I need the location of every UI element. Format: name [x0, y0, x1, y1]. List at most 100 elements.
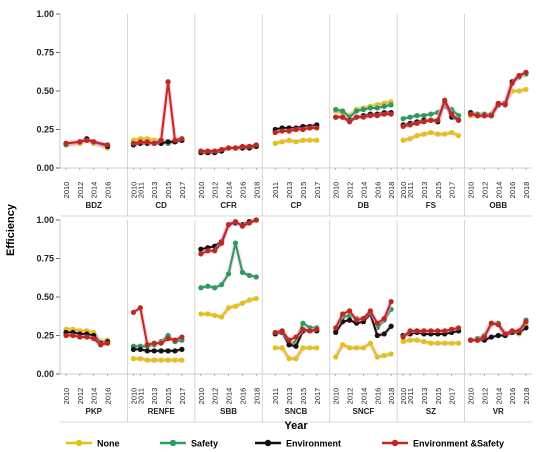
legend-item: Environment &Safety — [382, 439, 504, 449]
data-point — [407, 337, 413, 343]
data-point — [212, 148, 218, 154]
x-tick-label: 2010 — [399, 388, 408, 405]
data-point — [232, 145, 239, 151]
data-point — [205, 283, 211, 289]
data-point — [381, 111, 387, 117]
data-point — [388, 323, 394, 329]
panel-strip-label: FS — [426, 201, 437, 210]
data-point — [488, 113, 494, 119]
x-tick-label: 2017 — [448, 182, 457, 199]
data-point — [246, 143, 252, 150]
data-point — [219, 314, 225, 320]
x-tick-label: 2016 — [373, 182, 382, 199]
x-tick-label: 2014 — [494, 182, 503, 199]
data-point — [428, 340, 434, 346]
data-point — [137, 356, 143, 362]
data-point — [455, 117, 462, 123]
data-point — [130, 346, 137, 352]
series-none — [130, 356, 185, 363]
x-tick-label: 2016 — [373, 388, 382, 405]
x-tick-label: 2011 — [136, 182, 145, 198]
data-point — [151, 340, 157, 346]
x-tick-label: 2010 — [129, 388, 138, 405]
data-point — [130, 140, 137, 146]
y-tick-label: 0.75 — [36, 48, 54, 58]
legend-swatch-dot — [75, 439, 83, 447]
data-point — [516, 73, 522, 79]
data-point — [442, 340, 448, 346]
x-tick-label: 2011 — [136, 388, 145, 404]
data-point — [104, 142, 111, 148]
data-point — [414, 120, 420, 126]
x-tick-label: 2014 — [359, 388, 368, 405]
data-point — [435, 117, 441, 123]
data-point — [353, 317, 360, 323]
data-point — [421, 339, 427, 345]
x-tick-label: 2012 — [480, 388, 489, 405]
data-point — [481, 113, 488, 119]
data-point — [179, 136, 185, 142]
y-axis-title: Efficiency — [5, 203, 17, 256]
data-point — [346, 317, 353, 323]
data-point — [77, 334, 83, 340]
data-point — [91, 139, 97, 145]
data-point — [219, 240, 225, 246]
x-tick-label: 2014 — [225, 182, 234, 199]
panel-db: 2010 2012 2014 2016 2018 DB — [329, 14, 396, 216]
x-tick-label: 2018 — [522, 182, 531, 199]
y-tick-label: 0.75 — [36, 254, 54, 264]
data-point — [400, 339, 406, 345]
data-point — [219, 282, 225, 288]
panel-strip-label: DB — [358, 201, 370, 210]
x-tick-label: 2011 — [271, 388, 280, 404]
data-point — [474, 337, 481, 343]
data-point — [165, 357, 171, 363]
data-point — [130, 309, 137, 315]
data-point — [428, 117, 434, 123]
x-tick-label: 2013 — [285, 182, 294, 199]
data-point — [333, 329, 339, 336]
series-environment-safety — [198, 217, 259, 257]
data-point — [516, 328, 522, 334]
data-point — [367, 105, 373, 111]
data-point — [314, 125, 320, 131]
data-point — [293, 334, 299, 340]
x-tick-label: 2015 — [164, 182, 173, 199]
data-point — [158, 348, 164, 354]
data-point — [144, 348, 150, 354]
data-point — [84, 137, 90, 143]
panel-cp: 2011 2013 2015 2017 CP — [261, 14, 322, 216]
data-point — [523, 319, 529, 325]
x-tick-label: 2017 — [178, 182, 187, 199]
data-point — [165, 335, 171, 342]
series-environment-safety — [63, 332, 111, 348]
panel-sncf: 2010 2012 2014 2016 2018 SNCF — [329, 220, 396, 422]
data-point — [179, 357, 185, 363]
data-point — [455, 325, 462, 331]
x-tick-label: 2015 — [434, 182, 443, 199]
data-point — [272, 140, 278, 146]
data-point — [239, 269, 246, 275]
data-point — [130, 356, 137, 362]
x-tick-label: 2017 — [313, 388, 322, 405]
data-point — [272, 329, 278, 336]
data-point — [467, 337, 474, 343]
x-tick-label: 2012 — [76, 182, 85, 199]
data-point — [279, 328, 285, 334]
data-point — [286, 356, 292, 362]
legend-label: Environment — [286, 439, 341, 449]
data-point — [137, 139, 143, 145]
data-point — [63, 140, 69, 146]
series-safety — [333, 102, 394, 120]
data-point — [435, 340, 441, 346]
x-tick-label: 2013 — [420, 388, 429, 405]
data-point — [172, 348, 178, 354]
data-point — [253, 217, 259, 223]
data-point — [232, 240, 239, 246]
x-tick-label: 2012 — [480, 182, 489, 199]
data-point — [340, 108, 346, 114]
data-point — [225, 222, 232, 228]
data-point — [340, 311, 346, 317]
